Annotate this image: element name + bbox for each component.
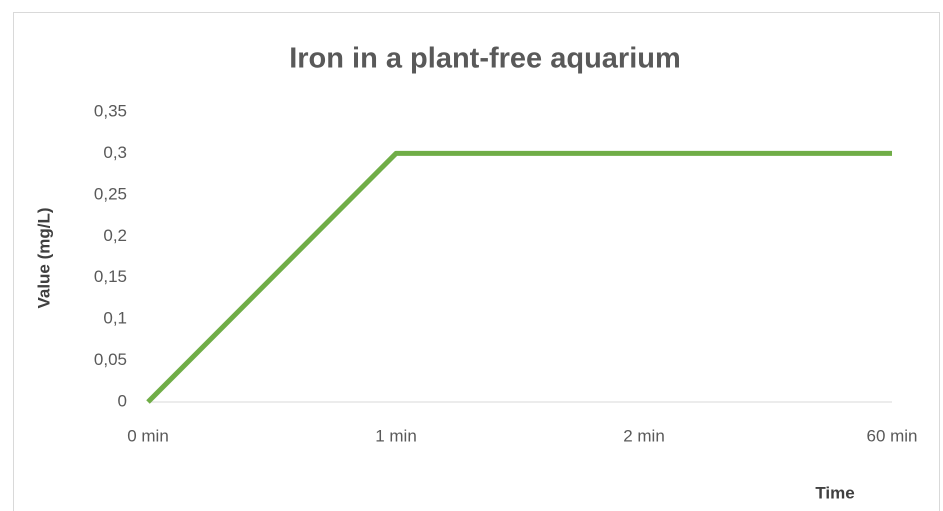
x-tick-label: 0 min	[127, 426, 169, 445]
y-tick-label: 0,05	[94, 350, 127, 369]
x-axis-title: Time	[815, 483, 854, 502]
chart-border	[13, 12, 940, 511]
chart-title: Iron in a plant-free aquarium	[289, 43, 681, 75]
x-tick-label: 2 min	[623, 426, 665, 445]
x-tick-label: 1 min	[375, 426, 417, 445]
y-tick-label: 0	[118, 391, 127, 410]
y-tick-label: 0,1	[103, 309, 127, 328]
data-line	[146, 150, 892, 404]
y-tick-label: 0,25	[94, 184, 127, 203]
y-tick-label: 0,2	[103, 226, 127, 245]
y-axis-title: Value (mg/L)	[34, 207, 53, 308]
y-tick-label: 0,15	[94, 267, 127, 286]
x-tick-label: 60 min	[866, 426, 917, 445]
y-tick-label: 0,3	[103, 143, 127, 162]
y-tick-label: 0,35	[94, 101, 127, 120]
